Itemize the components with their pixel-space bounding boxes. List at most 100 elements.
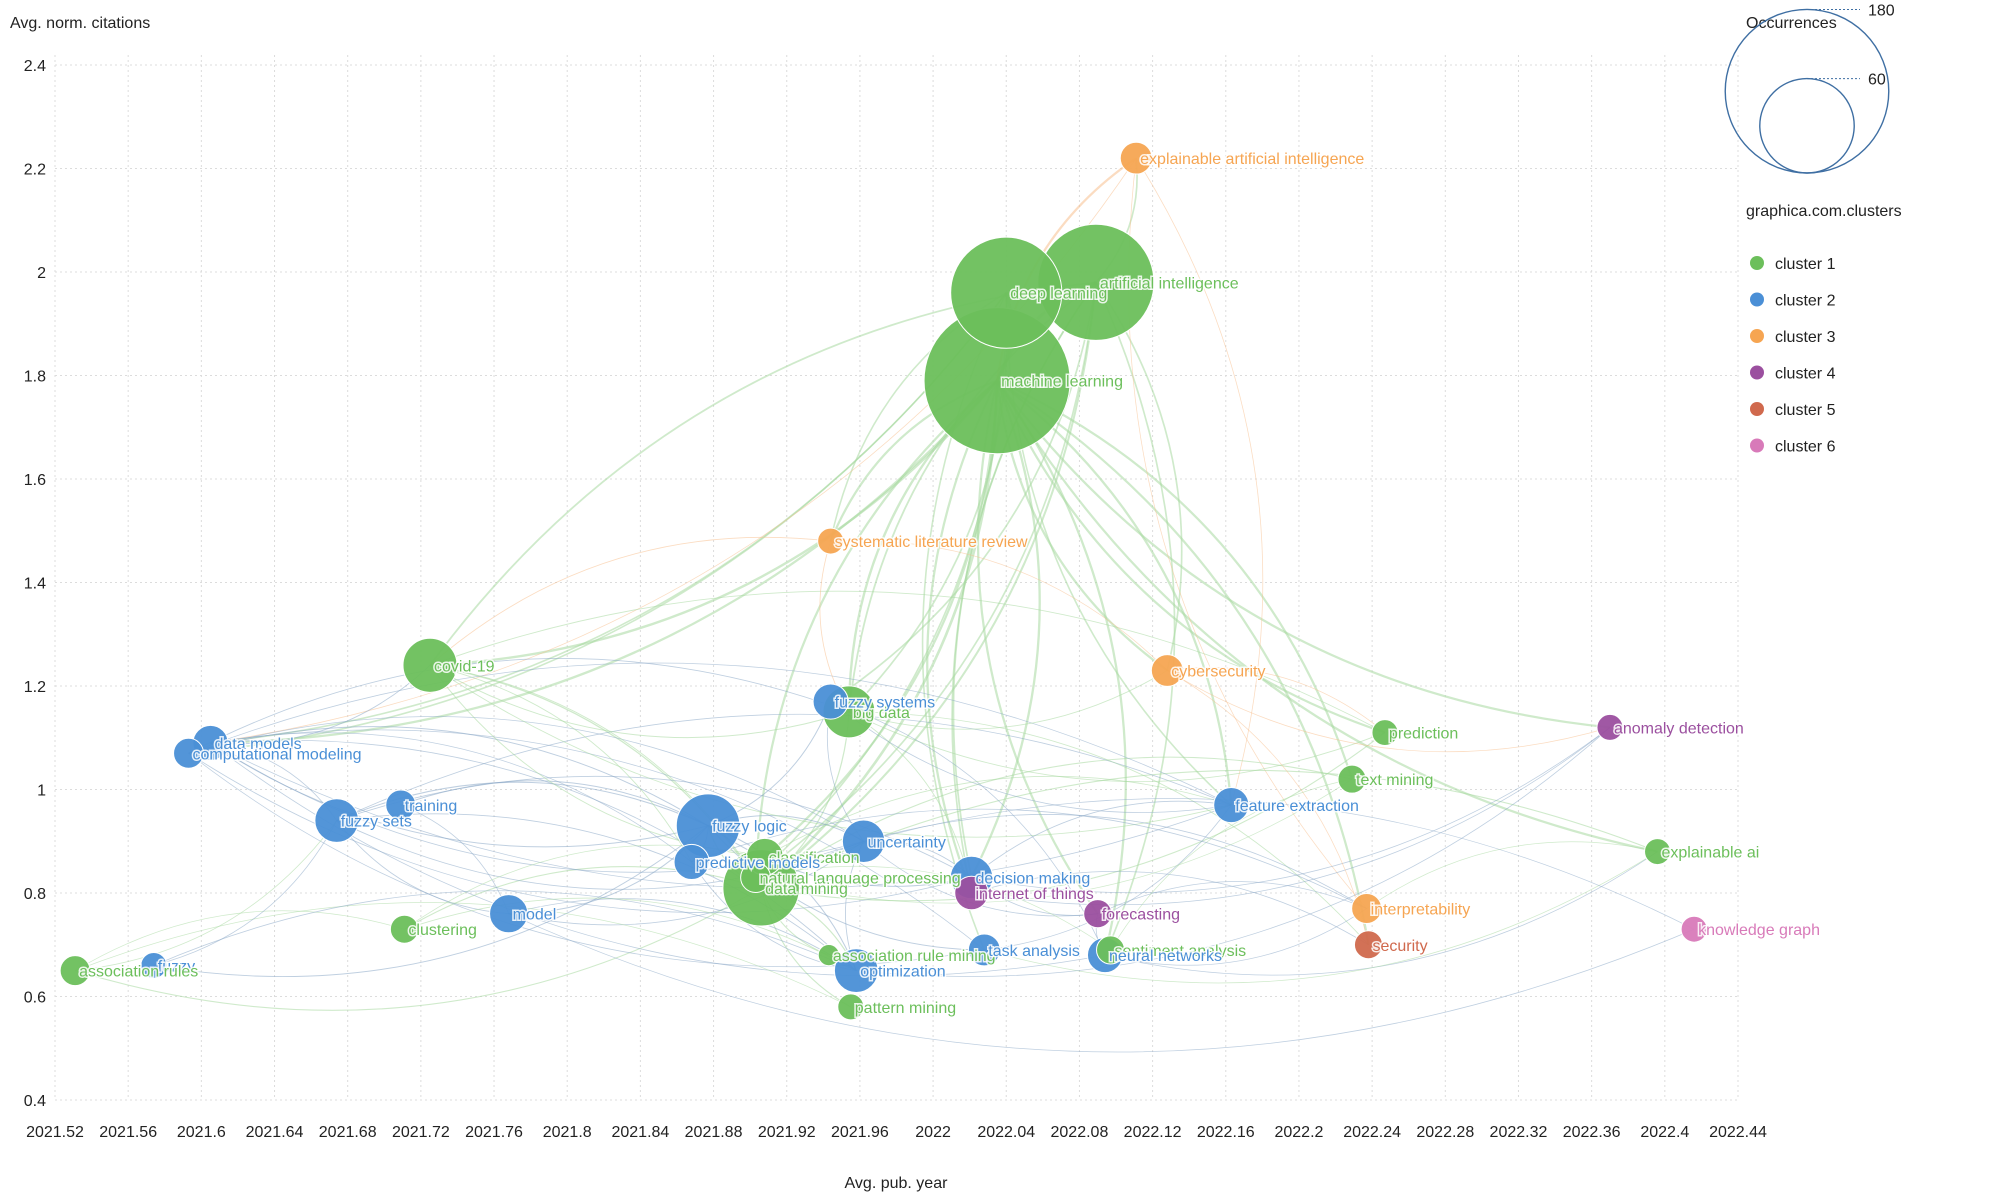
cluster-swatch [1750, 402, 1764, 416]
node-bubble[interactable] [1680, 915, 1708, 943]
node-bubble[interactable] [140, 951, 168, 979]
network-link [996, 380, 1127, 956]
cluster-swatch [1750, 365, 1764, 380]
nodes [59, 141, 1708, 1021]
network-link [848, 711, 1369, 946]
node-bubble[interactable] [1083, 899, 1113, 929]
y-tick-label: 0.8 [24, 886, 46, 903]
node-label: clustering [408, 922, 476, 939]
network-link [1135, 157, 1264, 806]
cluster-legend-label: cluster 5 [1775, 402, 1836, 419]
node-label: security [1372, 938, 1427, 955]
x-tick-label: 2022.32 [1490, 1124, 1548, 1141]
network-link [996, 379, 1370, 945]
x-tick-label: 2022.4 [1640, 1124, 1689, 1141]
network-link [830, 540, 1168, 671]
node-label: data mining [765, 881, 848, 898]
node-bubble[interactable] [817, 527, 845, 555]
node-bubble[interactable] [402, 637, 458, 693]
node-bubble[interactable] [314, 798, 360, 843]
node-bubble[interactable] [389, 914, 419, 944]
node-bubble[interactable] [812, 683, 849, 720]
y-tick-label: 2.2 [24, 162, 46, 179]
node-bubble[interactable] [1371, 719, 1399, 747]
node-label: feature extraction [1235, 798, 1359, 815]
node-label: pattern mining [855, 1000, 956, 1017]
node-label: anomaly detection [1614, 720, 1744, 737]
node-bubble[interactable] [1351, 893, 1383, 925]
x-tick-label: 2021.6 [177, 1124, 226, 1141]
network-link [1366, 841, 1658, 909]
network-link [153, 890, 857, 971]
node-label: predictive models [696, 855, 821, 872]
node-bubble[interactable] [1213, 786, 1250, 824]
node-label: explainable ai [1662, 845, 1760, 862]
network-link [336, 813, 857, 971]
size-legend-circle [1759, 77, 1855, 174]
network-link [429, 536, 831, 666]
node-bubble[interactable] [837, 993, 865, 1021]
network-link [1167, 670, 1611, 753]
node-label: natural language processing [760, 870, 961, 887]
y-tick-label: 0.6 [24, 990, 46, 1007]
node-bubble[interactable] [489, 894, 529, 934]
node-bubble[interactable] [841, 819, 886, 863]
network-link [984, 851, 1658, 984]
node-bubble[interactable] [1096, 935, 1126, 965]
y-tick-label: 2 [37, 265, 46, 282]
network-link [971, 871, 1369, 946]
node-bubble[interactable] [967, 933, 1001, 967]
x-tick-label: 2022.08 [1051, 1124, 1109, 1141]
node-bubble[interactable] [1119, 141, 1153, 175]
node-label: task analysis [988, 943, 1080, 960]
node-bubble[interactable] [1596, 713, 1624, 741]
network-link [429, 664, 1232, 838]
network-link [691, 808, 1367, 909]
node-label: classification [769, 850, 860, 867]
node-labels: machine learning deep learningartificial … [78, 150, 1822, 1019]
node-bubble[interactable] [1644, 838, 1671, 866]
cluster-legend-label: cluster 2 [1775, 293, 1836, 310]
node-label: text mining [1356, 772, 1433, 789]
network-link [970, 380, 1041, 878]
color-legend-title: graphica.com.clusters [1746, 203, 1902, 220]
network-link [400, 804, 510, 914]
node-bubble[interactable] [673, 843, 710, 881]
y-tick-label: 1.2 [24, 679, 46, 696]
node-bubble[interactable] [950, 236, 1063, 349]
network-link [996, 379, 1354, 780]
network-link [404, 866, 762, 930]
y-tick-label: 1.8 [24, 369, 46, 386]
node-bubble[interactable] [59, 955, 91, 987]
size-legend: 180 60 [1724, 2, 1895, 174]
network-link [336, 713, 1232, 821]
node-label: model [513, 907, 557, 924]
network-link [1110, 778, 1353, 951]
x-tick-label: 2021.72 [392, 1124, 450, 1141]
node-bubble[interactable] [173, 737, 205, 769]
y-tick-label: 2.4 [24, 58, 46, 75]
network-link [755, 865, 1111, 951]
node-bubble[interactable] [740, 861, 772, 893]
x-tick-label: 2021.88 [685, 1124, 743, 1141]
x-tick-label: 2021.64 [246, 1124, 304, 1141]
network-link [75, 820, 338, 972]
network-link [971, 727, 1611, 894]
network-link [971, 800, 1232, 878]
network-link [760, 769, 1658, 889]
network-link [188, 662, 1232, 806]
node-bubble[interactable] [1337, 764, 1367, 794]
node-bubble[interactable] [954, 875, 989, 911]
node-bubble[interactable] [833, 948, 879, 993]
node-label: machine learning [1001, 374, 1123, 391]
cluster-legend-label: cluster 6 [1775, 439, 1836, 456]
node-bubble[interactable] [1353, 930, 1383, 960]
node-bubble[interactable] [385, 789, 417, 821]
node-bubble[interactable] [1150, 654, 1184, 687]
network-link [830, 282, 1097, 703]
node-label: knowledge graph [1698, 922, 1820, 939]
network-link [188, 292, 1007, 755]
node-label: forecasting [1102, 907, 1180, 924]
node-bubble[interactable] [817, 944, 840, 967]
